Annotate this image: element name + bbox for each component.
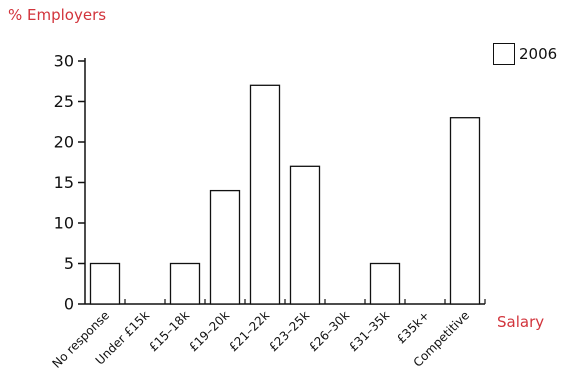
legend: 2006 <box>493 43 557 65</box>
bar <box>209 189 241 305</box>
y-tick-label: 20 <box>54 133 74 152</box>
y-ticks: 0 5 10 15 20 25 30 <box>54 52 85 314</box>
x-tick-label: £35k+ <box>394 308 432 346</box>
x-tick-label: £19–20k <box>186 308 232 354</box>
x-axis-title: Salary <box>497 313 545 331</box>
bar <box>369 262 401 305</box>
y-tick-label: 30 <box>54 52 74 71</box>
y-tick-label: 15 <box>54 173 74 192</box>
y-tick-label: 10 <box>54 214 74 233</box>
x-tick-label: £26–30k <box>306 308 352 354</box>
y-tick-label: 0 <box>64 295 74 314</box>
x-tick-label: £23–25k <box>266 308 312 354</box>
bar <box>89 262 121 305</box>
x-tick-label: £21–22k <box>226 308 272 354</box>
x-tick-label: £15–18k <box>146 308 192 354</box>
bar <box>289 165 321 305</box>
axes <box>84 58 485 305</box>
y-axis-title: % Employers <box>8 6 107 24</box>
bar <box>169 262 201 305</box>
legend-label: 2006 <box>519 45 558 63</box>
bar <box>449 117 481 305</box>
bars <box>89 84 481 305</box>
x-tick-label: £31–35k <box>346 308 392 354</box>
legend-swatch <box>493 43 515 65</box>
y-tick-label: 25 <box>54 92 74 111</box>
bar <box>249 84 281 305</box>
y-tick-label: 5 <box>64 254 74 273</box>
